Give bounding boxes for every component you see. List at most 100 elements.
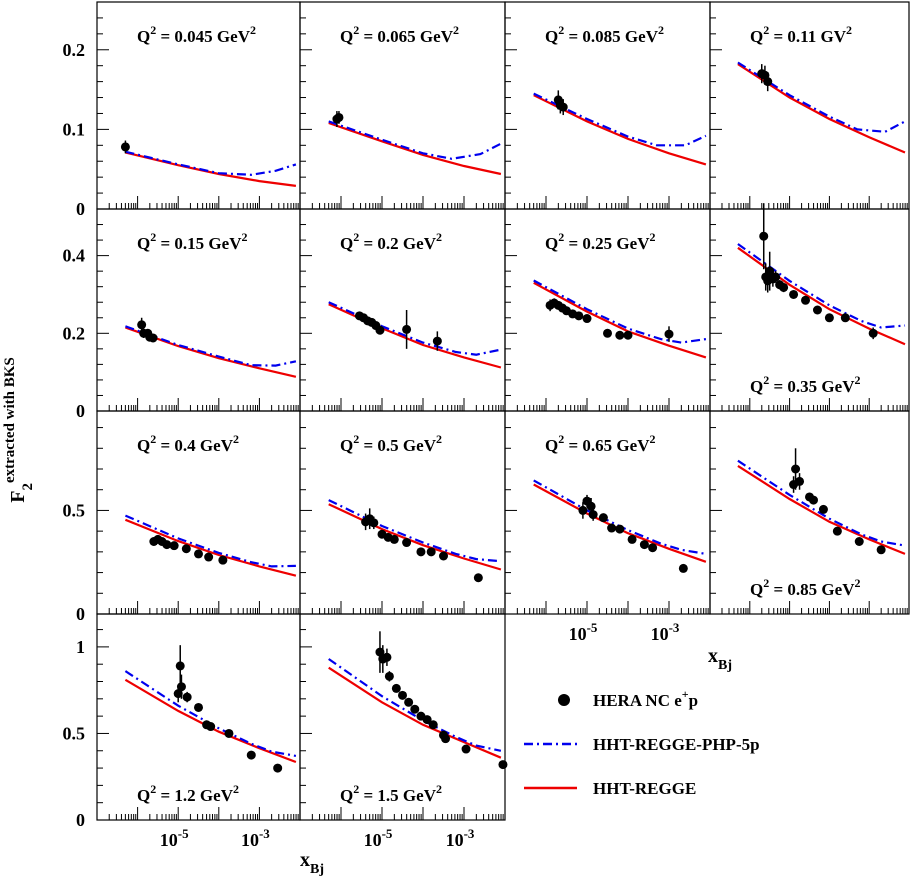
panel-label: Q2 = 0.65 GeV2: [545, 432, 655, 455]
x-tick-label: 10-3: [651, 620, 680, 644]
y-tick-label: 0.5: [63, 500, 86, 520]
data-point: [224, 728, 234, 738]
hht-regge-curve: [124, 518, 297, 577]
svg-text:xBj: xBj: [300, 849, 324, 877]
data-point: [558, 102, 568, 112]
data-point: [176, 682, 186, 692]
hht-regge-curve: [328, 666, 502, 759]
data-point: [789, 289, 799, 299]
panel-5: 0 0.2 0.4 Q2 = 0.15 GeV2: [63, 208, 301, 421]
hht-regge-curve: [124, 678, 297, 764]
hht-regge-php-curve: [533, 479, 707, 555]
panel-8: Q2 = 0.35 GeV2: [709, 203, 910, 412]
data-point: [603, 328, 612, 338]
data-point: [398, 690, 407, 700]
data-point: [218, 555, 228, 565]
data-point: [402, 324, 412, 334]
legend-label-data: HERA NC e+p: [593, 687, 698, 710]
data-point: [854, 537, 864, 546]
panel-label: Q2 = 0.2 GeV2: [340, 230, 442, 253]
data-point: [439, 551, 448, 561]
y-tick-label: 0.2: [63, 323, 86, 343]
hht-regge-php-curve: [737, 61, 906, 133]
data-point: [410, 704, 420, 714]
y-tick-label: 0: [76, 401, 85, 421]
panel-14: 10-5 10-3Q2 = 1.5 GeV2: [299, 613, 508, 850]
data-point: [426, 547, 436, 557]
panel-frame: [709, 410, 910, 615]
x-tick-label: 10-5: [160, 826, 189, 850]
panel-3: Q2 = 0.085 GeV2: [504, 1, 711, 210]
legend-label-regge: HHT-REGGE: [593, 779, 696, 798]
data-point: [832, 526, 842, 536]
data-point: [795, 476, 805, 486]
legend-marker-data: [558, 694, 570, 706]
data-point: [334, 112, 344, 122]
data-point: [382, 652, 392, 662]
data-point: [120, 142, 130, 152]
data-point: [273, 763, 283, 773]
data-point: [627, 534, 637, 544]
panel-10: Q2 = 0.5 GeV2: [299, 410, 506, 615]
y-tick-label: 0: [76, 810, 85, 830]
data-point: [598, 513, 608, 523]
data-point: [779, 282, 789, 292]
data-point: [824, 313, 834, 323]
hht-regge-curve: [533, 483, 707, 563]
x-axis-title-right: xBj: [708, 645, 732, 673]
data-point: [791, 464, 801, 474]
hht-regge-curve: [737, 63, 906, 154]
panel-label: Q2 = 0.4 GeV2: [137, 432, 239, 455]
hht-regge-php-curve: [125, 325, 297, 367]
data-point: [162, 540, 172, 550]
data-point: [623, 330, 633, 340]
data-point: [648, 543, 658, 553]
data-point: [204, 552, 214, 562]
data-point: [182, 692, 192, 702]
data-point: [868, 328, 878, 338]
y-tick-label: 0.1: [63, 119, 86, 139]
panel-9: 0 0.5 Q2 = 0.4 GeV2: [63, 410, 301, 624]
panel-label: Q2 = 0.15 GeV2: [137, 230, 247, 253]
data-point: [639, 540, 649, 550]
data-point: [369, 518, 379, 528]
data-point: [615, 524, 625, 534]
data-point: [574, 311, 584, 321]
y-tick-label: 0.5: [63, 723, 86, 743]
y-tick-label: 1: [76, 637, 85, 657]
data-point: [586, 501, 596, 511]
data-point: [678, 563, 688, 573]
data-point: [148, 333, 158, 343]
y-tick-label: 0: [76, 199, 85, 219]
x-tick-label: 10-3: [241, 826, 270, 850]
data-point: [812, 305, 822, 315]
panel-label: Q2 = 0.085 GeV2: [545, 23, 664, 46]
x-axis-title-bottom: xBj: [300, 849, 324, 877]
hht-regge-php-curve: [124, 514, 296, 568]
data-point: [765, 266, 775, 276]
data-point: [664, 329, 674, 339]
data-point: [391, 683, 401, 693]
panel-label: Q2 = 0.35 GeV2: [750, 373, 860, 396]
hht-regge-curve: [125, 326, 297, 378]
panel-label: Q2 = 1.2 GeV2: [137, 782, 239, 805]
data-point: [246, 750, 256, 760]
data-point: [840, 313, 850, 323]
legend: HERA NC e+p HHT-REGGE-PHP-5p HHT-REGGE: [524, 687, 760, 798]
x-tick-label: 10-3: [446, 826, 475, 850]
data-point: [181, 544, 191, 554]
hht-regge-curve: [533, 281, 707, 359]
data-point: [771, 272, 781, 282]
panel-13: 0 0.5 1 10-5 10-3Q2 = 1.2 GeV2: [63, 613, 301, 850]
hht-regge-curve: [533, 94, 707, 166]
data-point: [441, 734, 451, 744]
data-point: [404, 697, 414, 707]
panel-label: Q2 = 0.065 GeV2: [340, 23, 459, 46]
hht-regge-php-curve: [737, 459, 906, 547]
panel-label: Q2 = 1.5 GeV2: [340, 782, 442, 805]
data-point: [173, 689, 183, 699]
data-point: [763, 77, 773, 87]
svg-text:F2extracted with BKS: F2extracted with BKS: [2, 357, 36, 503]
x-tick-label: 10-5: [569, 620, 598, 644]
